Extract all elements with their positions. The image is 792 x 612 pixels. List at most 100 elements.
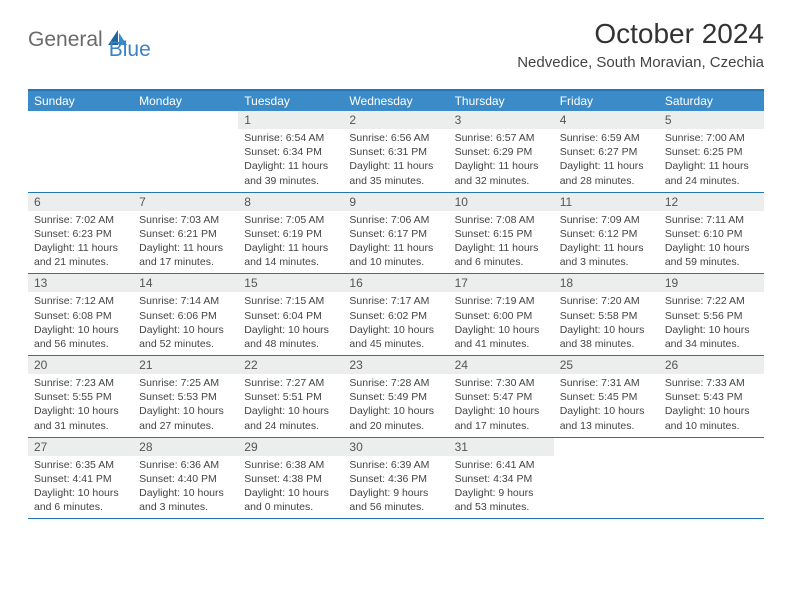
day-cell: 27Sunrise: 6:35 AMSunset: 4:41 PMDayligh… [28,438,133,519]
day-details: Sunrise: 6:57 AMSunset: 6:29 PMDaylight:… [449,129,554,192]
day-number: 16 [343,274,448,292]
day-cell: 25Sunrise: 7:31 AMSunset: 5:45 PMDayligh… [554,356,659,437]
day-cell: 1Sunrise: 6:54 AMSunset: 6:34 PMDaylight… [238,111,343,192]
day-details: Sunrise: 7:28 AMSunset: 5:49 PMDaylight:… [343,374,448,437]
day-details: Sunrise: 6:39 AMSunset: 4:36 PMDaylight:… [343,456,448,519]
day-number: 5 [659,111,764,129]
day-details: Sunrise: 7:27 AMSunset: 5:51 PMDaylight:… [238,374,343,437]
day-details: Sunrise: 6:59 AMSunset: 6:27 PMDaylight:… [554,129,659,192]
day-details: Sunrise: 7:06 AMSunset: 6:17 PMDaylight:… [343,211,448,274]
day-number: 10 [449,193,554,211]
day-details: Sunrise: 6:56 AMSunset: 6:31 PMDaylight:… [343,129,448,192]
day-cell: 6Sunrise: 7:02 AMSunset: 6:23 PMDaylight… [28,193,133,274]
day-cell: 22Sunrise: 7:27 AMSunset: 5:51 PMDayligh… [238,356,343,437]
day-cell: 8Sunrise: 7:05 AMSunset: 6:19 PMDaylight… [238,193,343,274]
day-cell: 12Sunrise: 7:11 AMSunset: 6:10 PMDayligh… [659,193,764,274]
weekday-monday: Monday [133,91,238,111]
day-details: Sunrise: 7:23 AMSunset: 5:55 PMDaylight:… [28,374,133,437]
day-number: 7 [133,193,238,211]
day-details: Sunrise: 7:00 AMSunset: 6:25 PMDaylight:… [659,129,764,192]
day-number: 1 [238,111,343,129]
day-details: Sunrise: 7:08 AMSunset: 6:15 PMDaylight:… [449,211,554,274]
day-details: Sunrise: 7:15 AMSunset: 6:04 PMDaylight:… [238,292,343,355]
day-details: Sunrise: 7:31 AMSunset: 5:45 PMDaylight:… [554,374,659,437]
day-cell: 20Sunrise: 7:23 AMSunset: 5:55 PMDayligh… [28,356,133,437]
day-cell: 30Sunrise: 6:39 AMSunset: 4:36 PMDayligh… [343,438,448,519]
day-details: Sunrise: 7:05 AMSunset: 6:19 PMDaylight:… [238,211,343,274]
day-cell: 24Sunrise: 7:30 AMSunset: 5:47 PMDayligh… [449,356,554,437]
day-number: 18 [554,274,659,292]
weekday-wednesday: Wednesday [343,91,448,111]
day-cell: 9Sunrise: 7:06 AMSunset: 6:17 PMDaylight… [343,193,448,274]
day-details: Sunrise: 7:30 AMSunset: 5:47 PMDaylight:… [449,374,554,437]
logo-text-general: General [28,28,103,52]
day-cell: 13Sunrise: 7:12 AMSunset: 6:08 PMDayligh… [28,274,133,355]
day-details: Sunrise: 7:03 AMSunset: 6:21 PMDaylight:… [133,211,238,274]
day-number: 19 [659,274,764,292]
empty-cell [28,111,133,192]
day-cell: 28Sunrise: 6:36 AMSunset: 4:40 PMDayligh… [133,438,238,519]
empty-cell [554,438,659,519]
day-number: 3 [449,111,554,129]
week-row: 1Sunrise: 6:54 AMSunset: 6:34 PMDaylight… [28,111,764,193]
day-details: Sunrise: 7:12 AMSunset: 6:08 PMDaylight:… [28,292,133,355]
weekday-saturday: Saturday [659,91,764,111]
month-title: October 2024 [517,18,764,50]
day-number: 26 [659,356,764,374]
day-number: 15 [238,274,343,292]
day-number: 12 [659,193,764,211]
weekday-thursday: Thursday [449,91,554,111]
day-details: Sunrise: 7:33 AMSunset: 5:43 PMDaylight:… [659,374,764,437]
day-cell: 21Sunrise: 7:25 AMSunset: 5:53 PMDayligh… [133,356,238,437]
empty-cell [133,111,238,192]
week-row: 20Sunrise: 7:23 AMSunset: 5:55 PMDayligh… [28,356,764,438]
day-number: 22 [238,356,343,374]
day-details: Sunrise: 6:35 AMSunset: 4:41 PMDaylight:… [28,456,133,519]
day-details: Sunrise: 7:02 AMSunset: 6:23 PMDaylight:… [28,211,133,274]
day-cell: 2Sunrise: 6:56 AMSunset: 6:31 PMDaylight… [343,111,448,192]
day-details: Sunrise: 6:38 AMSunset: 4:38 PMDaylight:… [238,456,343,519]
week-row: 27Sunrise: 6:35 AMSunset: 4:41 PMDayligh… [28,438,764,520]
day-cell: 5Sunrise: 7:00 AMSunset: 6:25 PMDaylight… [659,111,764,192]
day-number: 2 [343,111,448,129]
week-row: 13Sunrise: 7:12 AMSunset: 6:08 PMDayligh… [28,274,764,356]
day-cell: 31Sunrise: 6:41 AMSunset: 4:34 PMDayligh… [449,438,554,519]
day-number: 31 [449,438,554,456]
day-number: 21 [133,356,238,374]
calendar: SundayMondayTuesdayWednesdayThursdayFrid… [28,89,764,519]
day-details: Sunrise: 7:17 AMSunset: 6:02 PMDaylight:… [343,292,448,355]
header: General Blue October 2024 Nedvedice, Sou… [0,0,792,79]
day-details: Sunrise: 6:54 AMSunset: 6:34 PMDaylight:… [238,129,343,192]
day-cell: 18Sunrise: 7:20 AMSunset: 5:58 PMDayligh… [554,274,659,355]
day-number: 25 [554,356,659,374]
week-row: 6Sunrise: 7:02 AMSunset: 6:23 PMDaylight… [28,193,764,275]
day-number: 9 [343,193,448,211]
day-number: 24 [449,356,554,374]
location: Nedvedice, South Moravian, Czechia [517,54,764,71]
day-cell: 19Sunrise: 7:22 AMSunset: 5:56 PMDayligh… [659,274,764,355]
day-number: 30 [343,438,448,456]
day-details: Sunrise: 7:14 AMSunset: 6:06 PMDaylight:… [133,292,238,355]
day-details: Sunrise: 7:09 AMSunset: 6:12 PMDaylight:… [554,211,659,274]
day-number: 29 [238,438,343,456]
day-number: 17 [449,274,554,292]
day-number: 8 [238,193,343,211]
weekday-sunday: Sunday [28,91,133,111]
day-details: Sunrise: 7:19 AMSunset: 6:00 PMDaylight:… [449,292,554,355]
day-cell: 23Sunrise: 7:28 AMSunset: 5:49 PMDayligh… [343,356,448,437]
day-cell: 17Sunrise: 7:19 AMSunset: 6:00 PMDayligh… [449,274,554,355]
weekday-friday: Friday [554,91,659,111]
day-cell: 3Sunrise: 6:57 AMSunset: 6:29 PMDaylight… [449,111,554,192]
day-number: 23 [343,356,448,374]
day-details: Sunrise: 7:22 AMSunset: 5:56 PMDaylight:… [659,292,764,355]
empty-cell [659,438,764,519]
day-cell: 14Sunrise: 7:14 AMSunset: 6:06 PMDayligh… [133,274,238,355]
day-cell: 11Sunrise: 7:09 AMSunset: 6:12 PMDayligh… [554,193,659,274]
day-number: 11 [554,193,659,211]
day-details: Sunrise: 7:20 AMSunset: 5:58 PMDaylight:… [554,292,659,355]
day-details: Sunrise: 6:36 AMSunset: 4:40 PMDaylight:… [133,456,238,519]
day-details: Sunrise: 6:41 AMSunset: 4:34 PMDaylight:… [449,456,554,519]
day-number: 14 [133,274,238,292]
day-cell: 4Sunrise: 6:59 AMSunset: 6:27 PMDaylight… [554,111,659,192]
day-details: Sunrise: 7:25 AMSunset: 5:53 PMDaylight:… [133,374,238,437]
